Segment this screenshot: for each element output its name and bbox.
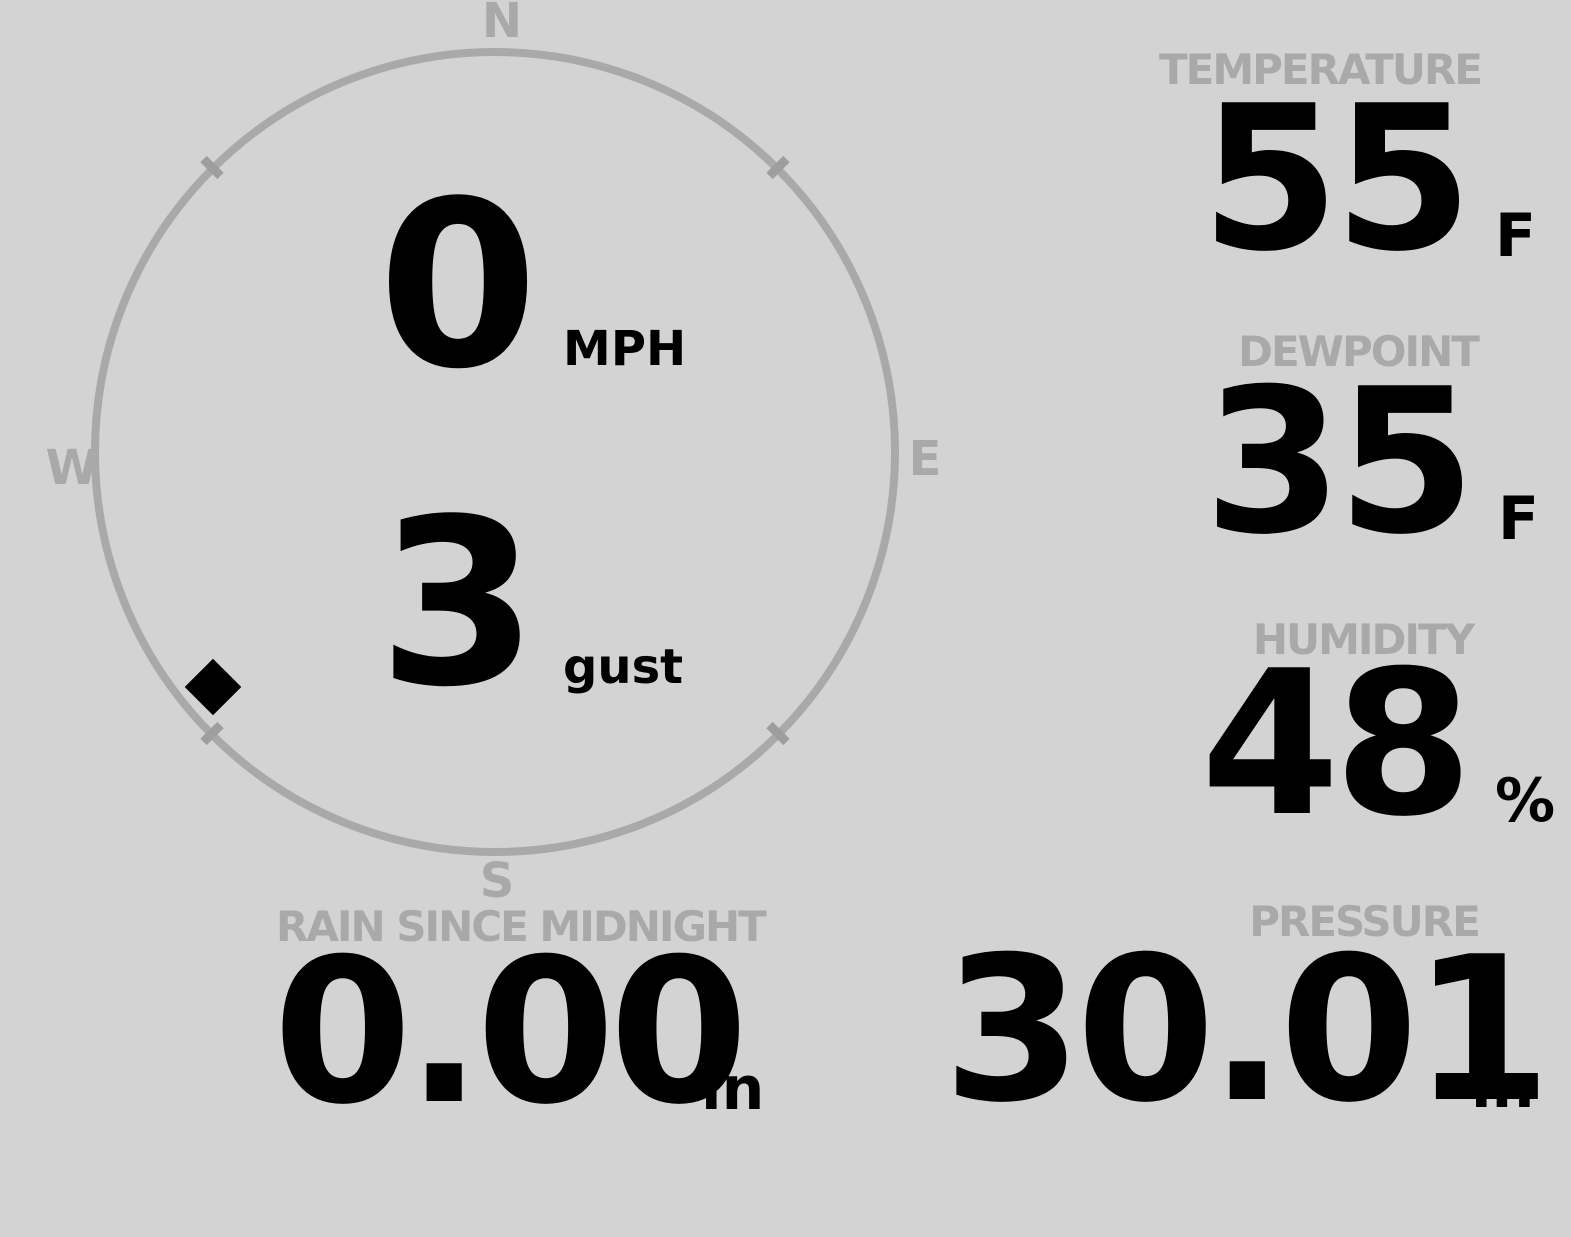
compass-ring [91, 48, 899, 856]
dewpoint-unit: F [1498, 484, 1539, 554]
wind-speed-value: 0 [378, 153, 539, 420]
rain-value: 0.00 in [273, 933, 764, 1133]
wind-speed-unit: MPH [563, 321, 687, 377]
pressure-label: PRESSURE [1249, 897, 1481, 946]
temperature-number: 55 [1200, 63, 1473, 296]
pressure-unit: in [1471, 1052, 1535, 1122]
compass-label-east: E [908, 431, 942, 487]
humidity-number: 48 [1200, 628, 1473, 861]
temperature-value: 55 F [1067, 80, 1536, 280]
compass-label-west: W [45, 440, 99, 496]
dewpoint-number: 35 [1203, 346, 1476, 579]
humidity-label: HUMIDITY [1252, 615, 1475, 664]
rain-number: 0.00 [273, 916, 748, 1149]
wind-gust-value: 3 [378, 471, 539, 738]
dewpoint-label: DEWPOINT [1238, 327, 1480, 376]
wind-speed: 0 MPH [378, 172, 686, 402]
dewpoint-value: 35 F [1070, 363, 1539, 563]
wind-gust: 3 gust [378, 490, 683, 720]
humidity-unit: % [1495, 766, 1556, 836]
humidity-value: 48 % [1067, 645, 1555, 845]
pressure-number: 30.01 [943, 914, 1552, 1147]
wind-gust-unit: gust [563, 639, 684, 695]
pressure-value: 30.01 in [943, 931, 1552, 1131]
compass-label-south: S [479, 853, 515, 909]
temperature-unit: F [1495, 201, 1536, 271]
compass-label-north: N [481, 0, 523, 49]
temperature-label: TEMPERATURE [1159, 45, 1483, 94]
rain-unit: in [701, 1054, 765, 1124]
